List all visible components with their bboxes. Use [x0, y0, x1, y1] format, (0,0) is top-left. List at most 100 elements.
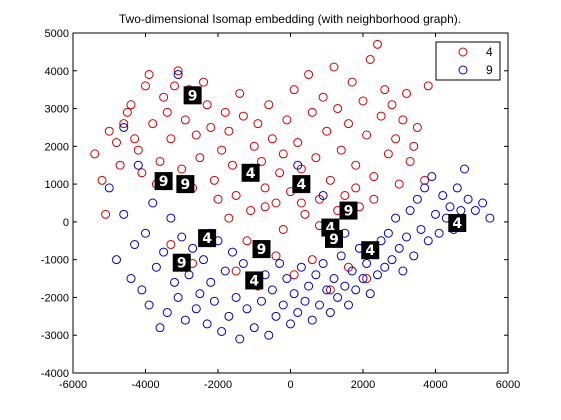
data-point-9 — [431, 209, 440, 219]
data-point-4 — [126, 100, 136, 110]
data-point-9 — [286, 319, 295, 329]
data-point-4 — [148, 119, 158, 129]
data-point-4 — [307, 107, 317, 117]
x-tick-label: 4000 — [423, 379, 447, 391]
data-point-9 — [362, 258, 372, 268]
data-point-4 — [260, 183, 270, 193]
data-point-4 — [224, 213, 234, 223]
data-point-9 — [119, 122, 129, 132]
digit-thumbnail-label: 4 — [246, 166, 256, 182]
data-point-4 — [391, 134, 401, 144]
digit-thumbnail-label: 9 — [344, 204, 354, 220]
data-point-4 — [231, 190, 241, 200]
y-tick-label: 3000 — [45, 104, 69, 116]
digit-thumbnail-label: 4 — [326, 221, 336, 237]
data-point-4 — [347, 77, 357, 87]
data-point-9 — [180, 315, 190, 325]
data-point-4 — [249, 141, 259, 151]
data-point-9 — [271, 311, 281, 321]
data-point-4 — [97, 175, 107, 185]
digit-thumbnail — [448, 214, 467, 233]
data-point-9 — [318, 190, 328, 200]
data-point-9 — [282, 274, 292, 284]
data-point-9 — [177, 232, 187, 242]
data-point-9 — [376, 236, 386, 246]
data-point-4 — [322, 126, 332, 136]
digit-thumbnail — [252, 240, 271, 259]
data-point-4 — [231, 266, 241, 276]
data-point-9 — [242, 304, 252, 314]
chart-title: Two-dimensional Isomap embedding (with n… — [119, 12, 461, 26]
data-point-9 — [402, 232, 411, 242]
data-point-9 — [394, 243, 404, 253]
data-point-4 — [369, 194, 379, 204]
data-point-4 — [380, 85, 390, 95]
data-point-4 — [329, 62, 339, 72]
data-point-9 — [195, 289, 205, 299]
data-point-4 — [304, 70, 314, 80]
digit-thumbnail-label: 9 — [257, 242, 267, 258]
data-point-4 — [296, 198, 306, 208]
digit-thumbnail — [198, 229, 217, 248]
digit-thumbnail — [172, 253, 191, 272]
data-point-9 — [412, 194, 422, 204]
digit-thumbnail — [292, 175, 311, 194]
data-point-9 — [358, 274, 368, 284]
data-point-4 — [282, 115, 292, 125]
data-point-9 — [278, 300, 288, 310]
scatter-points — [90, 39, 495, 344]
data-point-9 — [300, 296, 310, 306]
y-tick-label: -3000 — [41, 330, 69, 342]
data-point-4 — [369, 172, 379, 182]
data-point-9 — [224, 311, 234, 321]
data-point-9 — [148, 198, 158, 208]
data-point-4 — [383, 149, 393, 159]
digit-thumbnail-label: 4 — [202, 231, 212, 247]
data-point-4 — [155, 156, 165, 166]
data-point-4 — [238, 111, 248, 121]
data-point-9 — [380, 262, 390, 272]
data-point-9 — [235, 334, 245, 344]
data-point-9 — [151, 262, 161, 272]
y-tick-label: 5000 — [45, 28, 69, 40]
data-point-4 — [235, 88, 245, 98]
data-point-9 — [329, 274, 339, 284]
x-tick-label: 6000 — [496, 379, 520, 391]
data-point-4 — [307, 255, 317, 265]
data-point-9 — [257, 296, 266, 306]
digit-thumbnail-label: 4 — [297, 177, 307, 193]
data-point-4 — [289, 85, 299, 95]
data-point-4 — [275, 168, 285, 178]
data-point-4 — [162, 107, 172, 117]
digit-thumbnail-label: 4 — [365, 243, 375, 259]
data-point-9 — [383, 228, 393, 238]
digit-thumbnail-label: 9 — [188, 88, 198, 104]
data-point-9 — [126, 274, 136, 284]
data-point-4 — [402, 88, 411, 98]
data-point-9 — [373, 270, 382, 280]
data-point-9 — [322, 285, 332, 295]
data-point-9 — [438, 190, 448, 200]
data-point-4 — [90, 149, 100, 159]
digit-thumbnail-label: 9 — [329, 232, 339, 248]
data-point-9 — [264, 330, 274, 340]
x-tick-label: -6000 — [59, 379, 87, 391]
data-point-9 — [231, 292, 241, 302]
data-point-9 — [133, 160, 143, 170]
data-point-9 — [315, 300, 324, 310]
digit-thumbnail — [361, 241, 380, 260]
data-point-9 — [188, 243, 198, 253]
data-point-4 — [358, 96, 368, 106]
data-point-4 — [177, 164, 187, 174]
data-point-9 — [336, 251, 346, 261]
data-point-9 — [275, 258, 285, 268]
data-point-9 — [470, 206, 480, 216]
data-point-9 — [159, 247, 169, 257]
data-point-4 — [170, 81, 179, 91]
data-point-9 — [173, 292, 183, 302]
digit-thumbnail-label: 9 — [177, 256, 187, 272]
x-tick-label: 0 — [287, 379, 293, 391]
